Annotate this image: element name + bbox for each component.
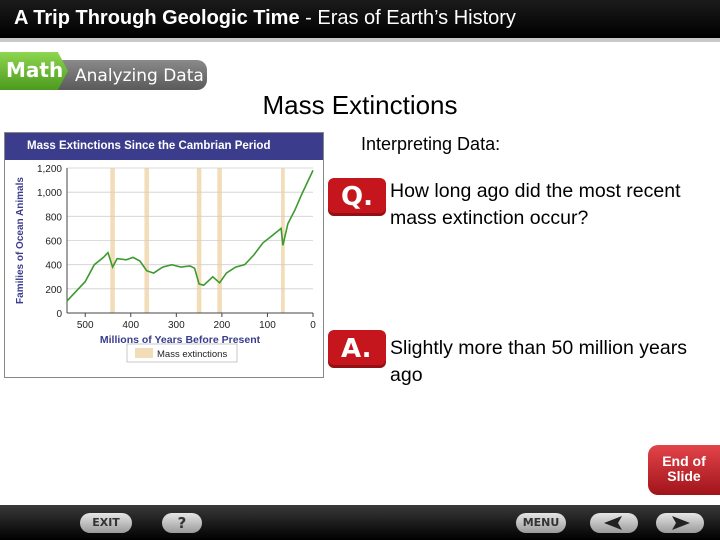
interpreting-data-label: Interpreting Data: xyxy=(361,134,501,154)
exit-button[interactable]: EXIT xyxy=(80,513,132,533)
menu-button[interactable]: MENU xyxy=(516,513,566,533)
header-title: A Trip Through Geologic Time - Eras of E… xyxy=(14,7,516,30)
answer-text: Slightly more than 50 million years ago xyxy=(390,337,687,386)
analyzing-data-badge: Analyzing Data xyxy=(55,60,207,90)
question-badge: Q. xyxy=(328,178,386,216)
footer-bar: EXIT ? MENU xyxy=(0,505,720,540)
left-arrow-icon xyxy=(604,516,622,530)
question-text: How long ago did the most recent mass ex… xyxy=(390,180,681,229)
legend-label: Mass extinctions xyxy=(157,349,227,360)
y-tick-label: 1,200 xyxy=(37,164,62,175)
header-bar: A Trip Through Geologic Time - Eras of E… xyxy=(0,0,720,38)
chart-title-bar: Mass Extinctions Since the Cambrian Peri… xyxy=(5,133,323,160)
x-tick-label: 500 xyxy=(77,320,94,331)
end-of-slide-line2: Slide xyxy=(667,468,701,484)
header-title-rest: - Eras of Earth’s History xyxy=(299,7,516,29)
y-tick-label: 600 xyxy=(45,237,62,248)
end-of-slide-button[interactable]: End of Slide xyxy=(648,445,720,495)
math-label: Math xyxy=(6,58,64,82)
question-badge-label: Q. xyxy=(341,182,373,212)
x-tick-label: 400 xyxy=(122,320,139,331)
series-line xyxy=(66,170,314,302)
x-tick-label: 200 xyxy=(214,320,231,331)
chart-panel: Mass Extinctions Since the Cambrian Peri… xyxy=(4,132,324,378)
header-title-bold: A Trip Through Geologic Time xyxy=(14,7,300,29)
chart-plot: 0 200 400 600 800 1,000 1,200 500 400 300 200 100 0 M… xyxy=(15,164,316,363)
y-tick-label: 200 xyxy=(45,285,62,296)
analyzing-data-label: Analyzing Data xyxy=(75,66,204,86)
y-tick-label: 1,000 xyxy=(37,188,62,199)
right-arrow-icon xyxy=(672,516,690,530)
answer-badge: A. xyxy=(328,330,386,368)
y-tick-label: 800 xyxy=(45,212,62,223)
y-tick-label: 400 xyxy=(45,261,62,272)
x-tick-label: 300 xyxy=(168,320,185,331)
y-tick-label: 0 xyxy=(56,309,62,320)
slide-title: Mass Extinctions xyxy=(262,90,458,120)
x-tick-label: 100 xyxy=(259,320,276,331)
math-badge: Math xyxy=(0,52,68,90)
help-button[interactable]: ? xyxy=(162,513,202,533)
answer-badge-label: A. xyxy=(341,334,372,364)
x-axis-label: Millions of Years Before Present xyxy=(100,334,261,346)
legend-swatch xyxy=(135,348,153,358)
chart-title: Mass Extinctions Since the Cambrian Peri… xyxy=(27,140,271,152)
x-tick-label: 0 xyxy=(310,320,316,331)
end-of-slide-line1: End of xyxy=(662,453,706,469)
header-rule xyxy=(0,38,720,42)
legend-box xyxy=(126,343,238,363)
y-axis-label: Families of Ocean Animals xyxy=(15,177,26,304)
next-button[interactable] xyxy=(656,513,704,533)
previous-button[interactable] xyxy=(590,513,638,533)
